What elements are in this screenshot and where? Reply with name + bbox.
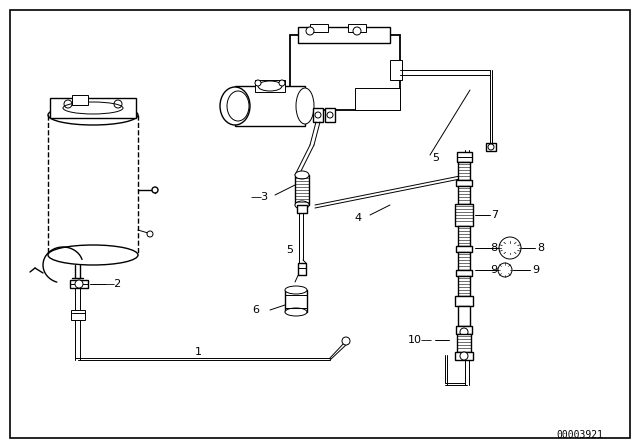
Bar <box>285 290 307 312</box>
Bar <box>50 98 136 118</box>
Bar <box>390 60 402 80</box>
Circle shape <box>353 27 361 35</box>
Bar <box>458 162 470 180</box>
Circle shape <box>488 144 494 150</box>
Circle shape <box>342 337 350 345</box>
Bar <box>71 310 85 320</box>
Ellipse shape <box>285 308 307 316</box>
Bar <box>235 86 305 126</box>
Bar <box>456 270 472 276</box>
Bar <box>72 95 88 105</box>
Text: 00003921: 00003921 <box>557 430 604 440</box>
Ellipse shape <box>296 88 314 124</box>
Text: —2: —2 <box>103 279 121 289</box>
Bar <box>458 306 470 326</box>
Text: 5: 5 <box>432 153 439 163</box>
Bar <box>455 204 473 226</box>
Bar <box>298 27 390 43</box>
Bar <box>456 246 472 252</box>
Circle shape <box>498 263 512 277</box>
Circle shape <box>460 328 468 336</box>
Bar <box>310 24 328 32</box>
Bar <box>290 35 400 110</box>
Circle shape <box>327 112 333 118</box>
Bar <box>457 334 471 352</box>
Bar <box>486 143 496 151</box>
Bar <box>458 226 470 246</box>
Bar <box>325 108 335 122</box>
Bar <box>458 252 470 270</box>
Text: 6: 6 <box>252 305 259 315</box>
Ellipse shape <box>285 286 307 294</box>
Text: 9: 9 <box>532 265 539 275</box>
Text: —8: —8 <box>480 243 499 253</box>
Bar <box>355 88 400 110</box>
Text: 8: 8 <box>537 243 544 253</box>
Circle shape <box>75 280 83 288</box>
Bar <box>348 24 366 32</box>
Text: —3: —3 <box>250 192 268 202</box>
Bar <box>458 186 470 204</box>
Text: 5: 5 <box>287 245 294 255</box>
Circle shape <box>279 80 285 86</box>
Text: 1: 1 <box>195 347 202 357</box>
Bar <box>295 175 309 205</box>
Text: 4: 4 <box>354 213 361 223</box>
Bar <box>298 263 306 275</box>
Bar <box>297 205 307 213</box>
Circle shape <box>152 187 158 193</box>
Bar <box>255 80 285 92</box>
Bar <box>455 352 473 360</box>
Text: 7: 7 <box>491 210 498 220</box>
Bar <box>458 276 470 296</box>
Circle shape <box>306 27 314 35</box>
Circle shape <box>147 231 153 237</box>
Ellipse shape <box>295 171 309 179</box>
Circle shape <box>499 237 521 259</box>
Bar <box>456 180 472 186</box>
Ellipse shape <box>295 201 309 209</box>
Text: 10—: 10— <box>408 335 433 345</box>
Ellipse shape <box>220 87 250 125</box>
Bar <box>455 296 473 306</box>
Bar <box>457 152 472 162</box>
Text: —9: —9 <box>480 265 499 275</box>
Bar <box>70 280 88 288</box>
Bar <box>313 108 323 122</box>
Circle shape <box>315 112 321 118</box>
Bar <box>456 326 472 334</box>
Circle shape <box>460 352 468 360</box>
Circle shape <box>255 80 261 86</box>
